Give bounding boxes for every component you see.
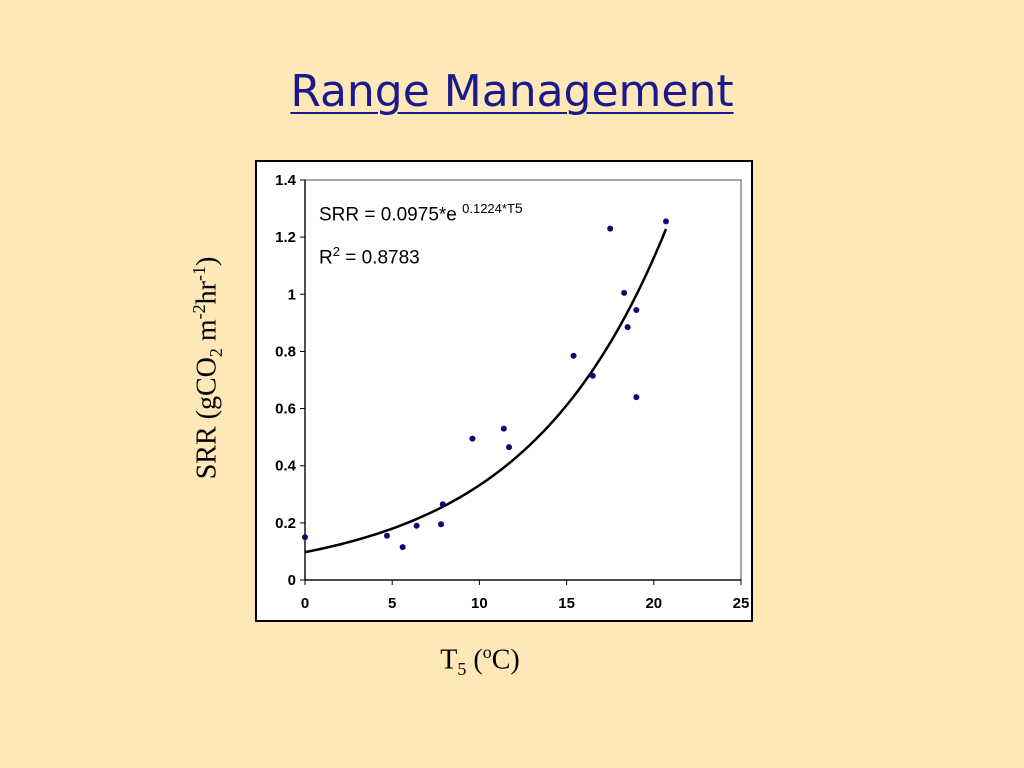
- r-squared: R2 = 0.8783: [319, 244, 420, 269]
- y-tick-label: 1.2: [275, 229, 296, 246]
- x-tick-label: 5: [388, 595, 396, 612]
- data-point: [607, 225, 614, 232]
- x-tick-label: 20: [645, 595, 662, 612]
- y-tick-label: 0: [288, 572, 296, 589]
- data-point: [570, 352, 577, 359]
- data-point: [438, 521, 445, 528]
- x-tick-label: 0: [301, 595, 309, 612]
- y-axis-label: SRR (gCO2 m-2hr-1): [189, 256, 226, 480]
- y-tick-label: 1.4: [275, 172, 297, 189]
- data-point: [589, 372, 596, 379]
- plot-area: [304, 179, 742, 581]
- slide-title: Range Management: [290, 66, 734, 117]
- y-tick-label: 0.2: [275, 515, 296, 532]
- y-tick-label: 0.8: [275, 343, 296, 360]
- data-point: [383, 532, 390, 539]
- data-point: [633, 394, 640, 401]
- data-point: [621, 289, 628, 296]
- data-point: [469, 435, 476, 442]
- data-point: [633, 307, 640, 313]
- data-point: [500, 425, 507, 432]
- y-tick-label: 0.6: [275, 401, 296, 418]
- chart-svg: 0 0.2 0.4 0.6 0.8 1 1.2 1.4 0 5 10 15 20 25: [275, 172, 750, 612]
- data-point: [663, 218, 670, 225]
- data-point: [413, 522, 420, 529]
- data-point: [506, 444, 513, 451]
- data-point: [399, 544, 406, 551]
- x-tick-label: 10: [471, 595, 488, 612]
- x-tick-label: 15: [558, 595, 575, 612]
- data-point: [439, 501, 446, 508]
- y-tick-label: 1: [288, 286, 296, 303]
- x-axis-label: T5 (oC): [440, 642, 520, 679]
- data-point: [302, 534, 308, 541]
- data-point: [624, 324, 631, 331]
- y-tick-label: 0.4: [275, 458, 297, 475]
- fit-curve: [304, 228, 668, 554]
- x-tick-label: 25: [733, 595, 750, 612]
- chart-container: 0 0.2 0.4 0.6 0.8 1 1.2 1.4 0 5 10 15 20 25 SRR = 0.0…: [255, 160, 753, 622]
- fit-equation: SRR = 0.0975*e 0.1224*T5: [319, 200, 523, 226]
